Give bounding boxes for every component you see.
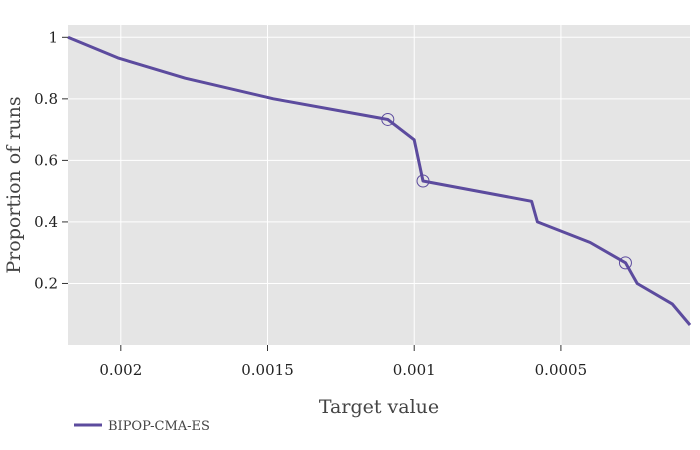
y-tick-label: 0.8 bbox=[34, 90, 58, 108]
series-layer bbox=[67, 35, 692, 326]
series-marker bbox=[618, 256, 632, 270]
x-tick-label: 0.0005 bbox=[535, 361, 588, 379]
y-tick-label: 0.6 bbox=[34, 151, 58, 169]
y-axis-ticks: 0.2 0.4 0.6 0.8 1 bbox=[34, 28, 68, 292]
x-tick-label: 0.001 bbox=[393, 361, 436, 379]
series-marker bbox=[381, 112, 395, 126]
y-axis-title: Proportion of runs bbox=[3, 96, 25, 273]
y-tick-label: 1 bbox=[48, 28, 58, 46]
series-marker bbox=[416, 174, 430, 188]
y-tick-label: 0.2 bbox=[34, 274, 58, 292]
series-line bbox=[67, 35, 692, 326]
x-tick-label: 0.002 bbox=[99, 361, 142, 379]
gridlines bbox=[68, 25, 690, 345]
legend: BIPOP-CMA-ES bbox=[74, 419, 210, 434]
plot-background bbox=[68, 25, 690, 345]
legend-label: BIPOP-CMA-ES bbox=[108, 419, 210, 434]
x-tick-label: 0.0015 bbox=[241, 361, 294, 379]
x-axis-title: Target value bbox=[319, 396, 439, 418]
y-tick-label: 0.4 bbox=[34, 213, 58, 231]
x-axis-ticks: 0.002 0.0015 0.001 0.0005 bbox=[99, 345, 587, 379]
